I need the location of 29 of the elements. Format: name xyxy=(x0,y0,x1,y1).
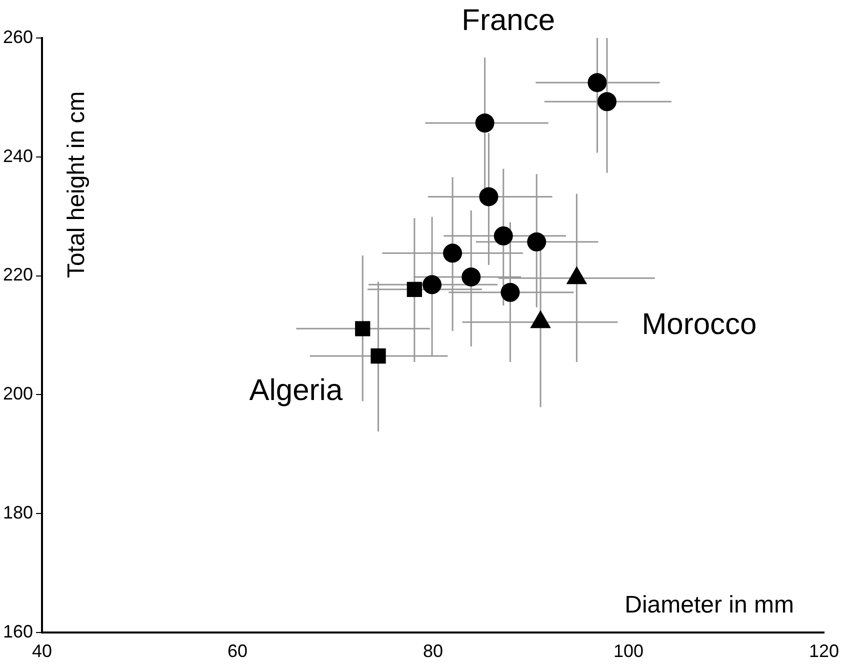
series-label: Algeria xyxy=(249,374,343,408)
text: Morocco xyxy=(642,308,757,342)
point xyxy=(443,244,462,263)
point xyxy=(422,275,442,294)
x-tick-label: 60 xyxy=(228,641,248,662)
y-tick-label: 220 xyxy=(2,264,34,285)
series-label: France xyxy=(462,4,556,37)
y-tick-label: 160 xyxy=(2,621,34,642)
point xyxy=(500,282,520,302)
point xyxy=(588,73,607,92)
x-axis-title: Diameter in mm xyxy=(624,591,794,618)
y-tick-label: 200 xyxy=(2,384,34,404)
y-axis-title: Total height in cm xyxy=(63,91,90,278)
point xyxy=(475,114,494,132)
point xyxy=(355,321,370,336)
y-tick-label: 260 xyxy=(2,26,34,47)
x-tick-label: 100 xyxy=(613,641,644,662)
point xyxy=(597,92,616,112)
x-tick-label: 80 xyxy=(422,641,444,662)
point xyxy=(406,282,422,298)
point xyxy=(462,267,481,286)
point xyxy=(527,232,546,252)
point xyxy=(370,348,386,364)
y-tick-label: 180 xyxy=(2,502,34,522)
x-tick-label: 40 xyxy=(32,641,52,662)
point xyxy=(494,226,513,246)
point xyxy=(479,187,498,206)
y-tick-label: 240 xyxy=(2,146,34,166)
x-tick-label: 120 xyxy=(808,641,840,662)
